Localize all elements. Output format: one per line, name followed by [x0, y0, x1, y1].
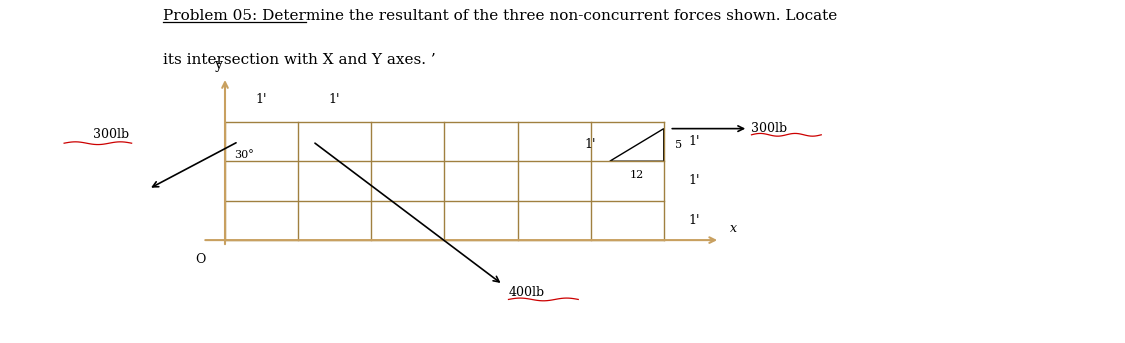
Text: 300lb: 300lb [752, 122, 787, 135]
Text: 12: 12 [630, 170, 644, 180]
Text: 1': 1' [688, 135, 700, 148]
Text: 1': 1' [255, 93, 268, 106]
Text: 1': 1' [585, 139, 596, 151]
Text: 5: 5 [675, 140, 682, 150]
Text: 30°: 30° [234, 150, 254, 160]
Text: 1': 1' [328, 93, 341, 106]
Text: y: y [216, 58, 223, 72]
Text: 1': 1' [688, 214, 700, 227]
Text: x: x [730, 222, 737, 235]
Text: O: O [195, 253, 206, 266]
Text: 300lb: 300lb [93, 128, 129, 141]
Text: Problem 05: Determine the resultant of the three non-concurrent forces shown. Lo: Problem 05: Determine the resultant of t… [163, 9, 837, 23]
Text: 1': 1' [688, 175, 700, 187]
Text: its intersection with X and Y axes. ’: its intersection with X and Y axes. ’ [163, 53, 435, 67]
Text: 400lb: 400lb [508, 286, 544, 299]
